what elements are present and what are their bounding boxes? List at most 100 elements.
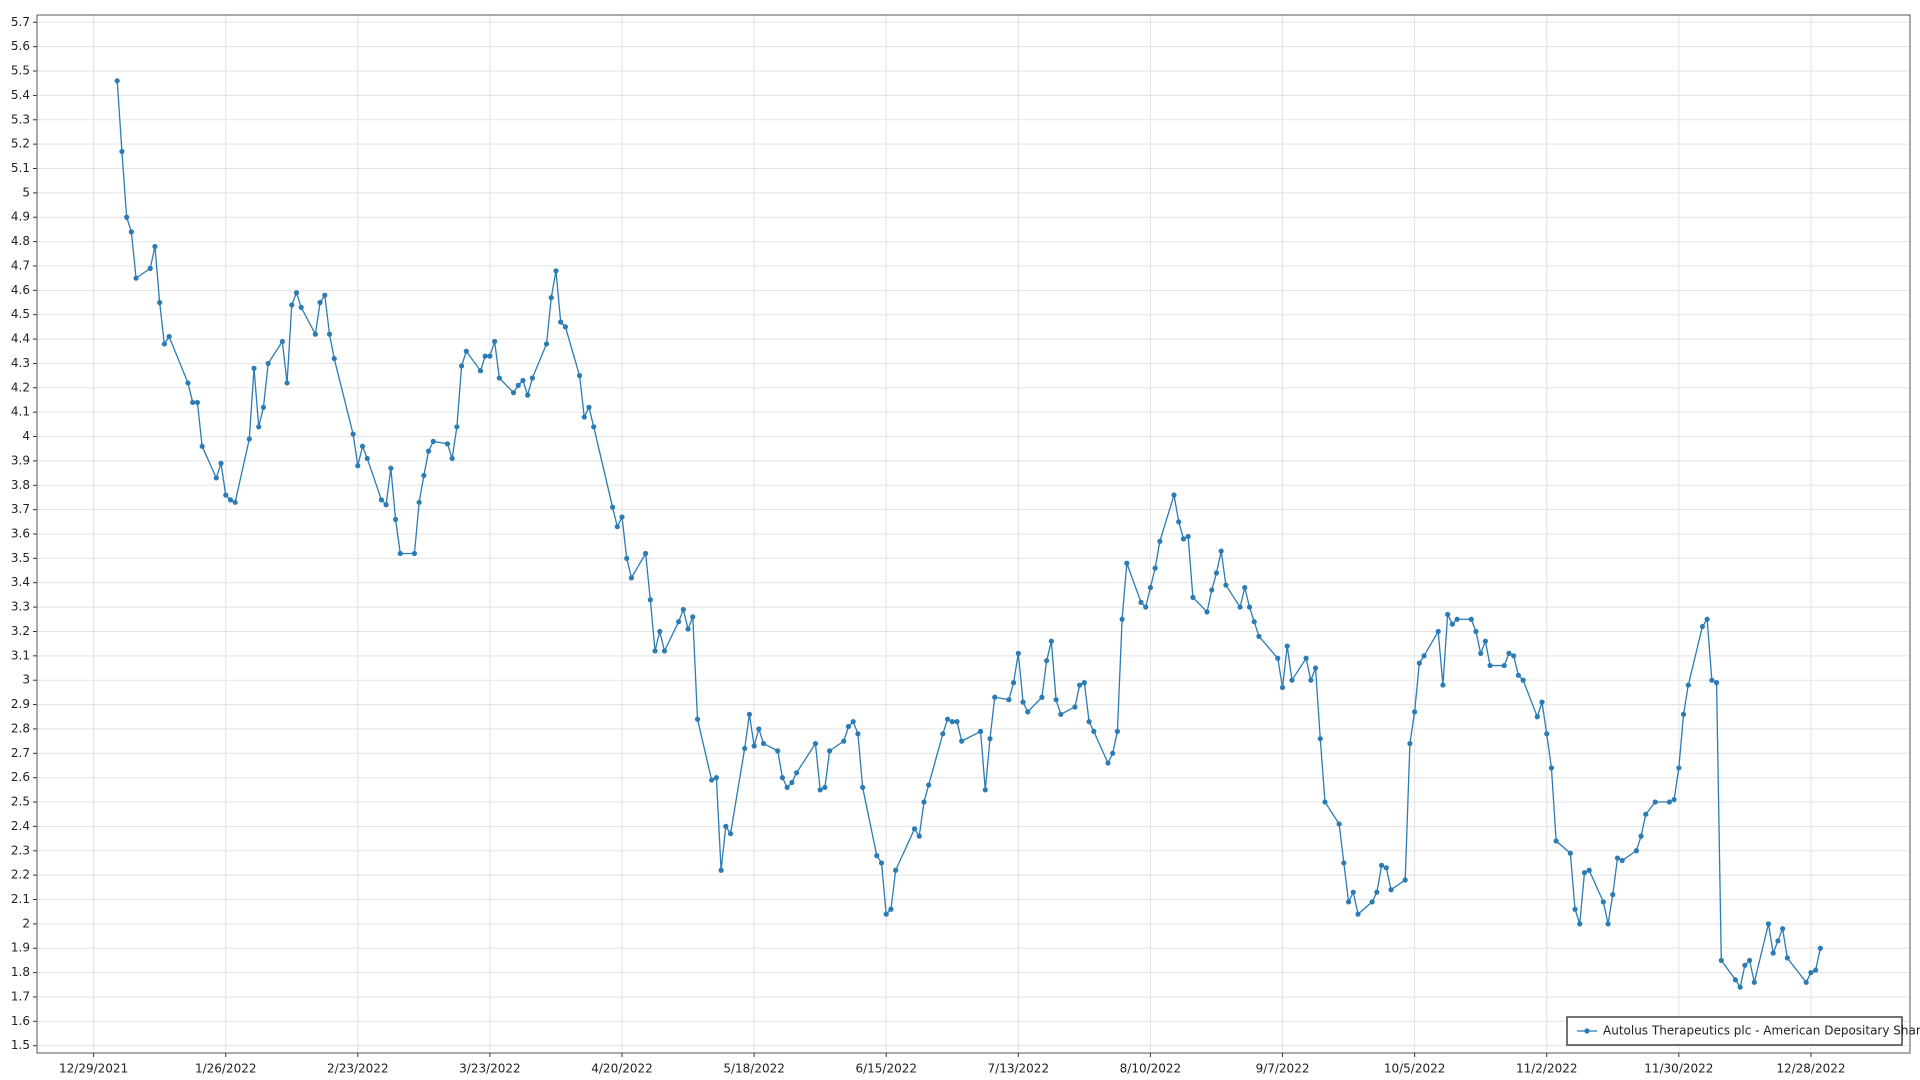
- data-point: [723, 823, 729, 829]
- data-point: [841, 738, 847, 744]
- data-point: [317, 299, 323, 306]
- y-tick-label: 2.9: [11, 697, 30, 711]
- data-point: [1440, 682, 1446, 688]
- data-point: [643, 550, 649, 557]
- data-point: [227, 497, 234, 503]
- data-point: [1666, 799, 1672, 805]
- y-tick-label: 3.5: [11, 551, 30, 565]
- data-point: [746, 711, 753, 717]
- y-tick-label: 1.7: [11, 989, 30, 1003]
- plot-frame: [36, 14, 1911, 1054]
- data-point: [1638, 833, 1644, 839]
- data-point: [661, 648, 668, 654]
- data-point: [1020, 699, 1026, 705]
- data-point: [350, 431, 356, 437]
- data-point: [1369, 899, 1375, 905]
- x-tick-label: 1/26/2022: [195, 1062, 257, 1076]
- data-point: [1289, 677, 1295, 683]
- data-point: [157, 299, 163, 306]
- data-point: [657, 628, 663, 635]
- data-point: [1322, 799, 1328, 805]
- data-point: [416, 499, 422, 505]
- data-point: [676, 619, 682, 625]
- x-tick-label: 5/18/2022: [723, 1062, 785, 1076]
- data-point: [190, 399, 196, 406]
- data-point: [1478, 650, 1484, 656]
- data-point: [1742, 962, 1748, 968]
- data-point: [378, 497, 385, 503]
- data-point: [1110, 750, 1116, 756]
- data-point: [1303, 655, 1309, 661]
- data-point: [1317, 736, 1323, 742]
- data-point: [1048, 638, 1054, 644]
- x-tick-label: 6/15/2022: [855, 1062, 917, 1076]
- data-point: [1473, 628, 1479, 635]
- y-tick-label: 5.6: [11, 39, 30, 53]
- data-point: [232, 499, 238, 505]
- data-point: [874, 853, 880, 859]
- data-point: [1614, 855, 1621, 861]
- data-point: [1275, 655, 1281, 661]
- data-point: [411, 550, 418, 557]
- y-tick-label: 3.3: [11, 600, 30, 614]
- data-point: [213, 475, 219, 481]
- data-point: [751, 743, 757, 749]
- data-point: [1256, 633, 1262, 639]
- data-point: [1044, 658, 1050, 664]
- data-point: [487, 353, 493, 359]
- data-point: [1633, 848, 1639, 854]
- data-point: [558, 319, 564, 325]
- data-point: [1237, 604, 1243, 610]
- y-tick-label: 2.5: [11, 795, 30, 809]
- y-tick-label: 4.8: [11, 234, 30, 248]
- data-point: [628, 575, 635, 581]
- data-point: [1091, 728, 1097, 734]
- data-point: [926, 782, 932, 788]
- data-point: [1152, 565, 1158, 571]
- x-tick-label: 8/10/2022: [1120, 1062, 1182, 1076]
- y-tick-label: 1.6: [11, 1014, 30, 1028]
- data-point: [383, 502, 389, 508]
- data-point: [878, 860, 885, 866]
- data-point: [1308, 677, 1314, 683]
- data-point: [1817, 945, 1823, 951]
- y-tick-label: 1.5: [11, 1038, 30, 1052]
- y-tick-label: 4.5: [11, 307, 30, 321]
- y-tick-label: 2: [22, 916, 30, 930]
- data-point: [680, 606, 686, 613]
- data-point: [1539, 699, 1545, 705]
- legend-box: [1566, 1016, 1903, 1046]
- data-point: [1025, 709, 1031, 715]
- data-point: [1553, 838, 1559, 844]
- data-point: [543, 341, 550, 347]
- data-point: [916, 833, 922, 839]
- y-tick-label: 5.1: [11, 161, 30, 175]
- data-point: [576, 373, 583, 379]
- data-point: [1402, 877, 1408, 883]
- data-point: [1770, 950, 1776, 956]
- data-point: [954, 719, 960, 725]
- data-point: [553, 268, 559, 274]
- y-tick-label: 1.9: [11, 941, 30, 955]
- x-tick-label: 2/23/2022: [327, 1062, 389, 1076]
- data-point: [775, 748, 781, 754]
- data-point: [1114, 728, 1120, 734]
- data-point: [1053, 697, 1059, 703]
- data-point: [779, 775, 786, 781]
- data-point: [1388, 887, 1394, 893]
- x-tick-label: 11/30/2022: [1644, 1062, 1713, 1076]
- data-point: [850, 719, 856, 725]
- data-point: [1435, 628, 1441, 635]
- data-point: [883, 911, 889, 917]
- data-point: [685, 626, 691, 632]
- data-point: [1072, 704, 1078, 710]
- data-point: [256, 424, 262, 430]
- data-point: [1209, 587, 1215, 593]
- data-point: [1548, 765, 1555, 771]
- data-point: [1284, 643, 1290, 649]
- y-tick-label: 5.2: [11, 137, 30, 151]
- data-point: [1058, 711, 1064, 717]
- data-point: [1784, 955, 1790, 961]
- data-point: [1643, 811, 1649, 817]
